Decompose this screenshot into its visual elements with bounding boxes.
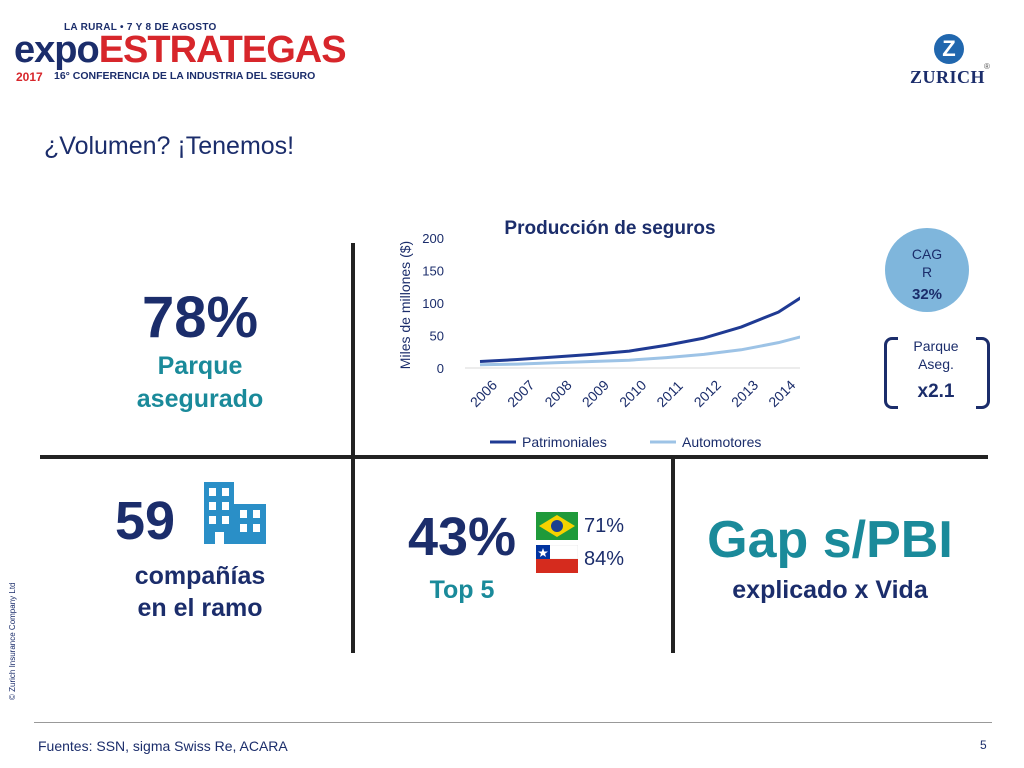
vertical-divider-left xyxy=(351,243,355,653)
zurich-z-icon: Z xyxy=(934,34,964,64)
expo-year: 2017 xyxy=(16,70,43,84)
x-tick-label: 2013 xyxy=(728,377,761,410)
y-tick-label: 150 xyxy=(422,264,444,279)
y-axis-ticks: 0 50 100 150 200 xyxy=(422,231,444,376)
expoestrategas-logo: LA RURAL • 7 Y 8 DE AGOSTO expoESTRATEGA… xyxy=(14,22,347,84)
companias-value: 59 xyxy=(115,491,176,551)
expo-wordmark: expoESTRATEGAS xyxy=(14,29,347,71)
series-line-patrimoniales xyxy=(479,296,800,363)
brazil-flag-icon xyxy=(536,512,578,540)
page-number: 5 xyxy=(980,738,987,752)
x-tick-label: 2011 xyxy=(653,377,686,410)
top5-value: 43% xyxy=(407,507,517,567)
left-bracket xyxy=(884,337,898,409)
y-tick-label: 200 xyxy=(422,231,444,246)
gap-pbi-label: explicado x Vida xyxy=(732,576,928,604)
expo-event-date: LA RURAL • 7 Y 8 DE AGOSTO xyxy=(64,22,217,33)
y-tick-label: 50 xyxy=(430,329,444,344)
x-tick-label: 2006 xyxy=(467,377,500,410)
parque-asegurado-label-1: Parque xyxy=(157,352,243,380)
x-tick-label: 2008 xyxy=(541,377,574,410)
horizontal-divider xyxy=(40,455,988,459)
zurich-wordmark: ZURICH xyxy=(910,67,986,87)
gap-pbi-value: Gap s/PBI xyxy=(707,511,953,569)
parque-aseg-label-1: Parque xyxy=(913,338,959,354)
series-line-automotores xyxy=(479,335,800,367)
y-axis-label: Miles de millones ($) xyxy=(397,241,413,369)
chart-title: Producción de seguros xyxy=(504,218,715,239)
chart-legend: Patrimoniales Automotores xyxy=(490,434,761,450)
cagr-label-2: R xyxy=(921,264,933,280)
footer-divider xyxy=(34,722,992,723)
expo-word: expo xyxy=(14,29,100,71)
x-tick-label: 2012 xyxy=(691,377,724,410)
chile-flag-icon xyxy=(536,545,578,573)
copyright-text: © Zurich Insurance Company Ltd xyxy=(8,582,17,700)
parque-aseg-label-2: Aseg. xyxy=(918,356,954,372)
building-icon xyxy=(204,482,266,544)
cagr-bubble: CAG R 32% xyxy=(885,228,969,312)
companias-label-1: compañías xyxy=(134,562,266,590)
expo-subtitle: 16° CONFERENCIA DE LA INDUSTRIA DEL SEGU… xyxy=(54,70,316,82)
x-axis-ticks: 2006200720082009201020112012201320142015… xyxy=(467,377,799,410)
companias-label-2: en el ramo xyxy=(137,594,263,622)
brazil-pct: 71% xyxy=(584,515,625,537)
y-tick-label: 100 xyxy=(422,296,444,311)
registered-mark: ® xyxy=(984,62,990,71)
y-tick-label: 0 xyxy=(437,361,444,376)
zurich-logo: Z ZURICH ® xyxy=(906,34,998,94)
cagr-label-1: CAG xyxy=(911,246,943,262)
x-tick-label: 2014 xyxy=(765,377,798,410)
chile-pct: 84% xyxy=(584,548,625,570)
top5-label: Top 5 xyxy=(429,576,495,604)
legend-label: Patrimoniales xyxy=(522,434,607,450)
line-chart: Producción de seguros Miles de millones … xyxy=(397,218,800,450)
x-tick-label: 2009 xyxy=(579,377,612,410)
series-lines xyxy=(465,296,800,369)
slide-title: ¿Volumen? ¡Tenemos! xyxy=(44,132,295,160)
estrategas-word: ESTRATEGAS xyxy=(98,29,347,71)
cagr-value: 32% xyxy=(911,286,943,303)
parque-aseg-multiplier: x2.1 xyxy=(917,381,955,402)
vertical-divider-right xyxy=(671,459,675,653)
parque-aseg-box: Parque Aseg. x2.1 xyxy=(900,337,972,403)
parque-asegurado-label-2: asegurado xyxy=(136,385,264,413)
x-tick-label: 2007 xyxy=(504,377,537,410)
parque-asegurado-value: 78% xyxy=(141,285,259,350)
footer-sources: Fuentes: SSN, sigma Swiss Re, ACARA xyxy=(38,738,288,754)
right-bracket xyxy=(976,337,990,409)
x-tick-label: 2010 xyxy=(616,377,649,410)
legend-label: Automotores xyxy=(682,434,761,450)
